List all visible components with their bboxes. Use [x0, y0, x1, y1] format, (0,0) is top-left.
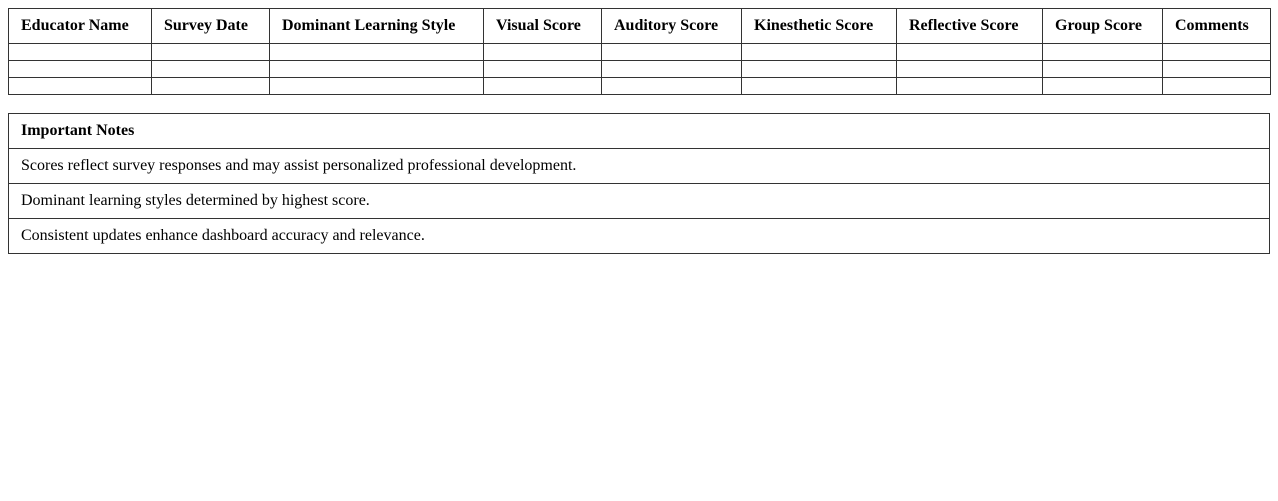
table-cell [483, 77, 602, 95]
table-cell [8, 43, 152, 61]
table-cell [1162, 60, 1271, 78]
table-cell [151, 77, 270, 95]
table-cell [269, 77, 484, 95]
table-cell [269, 60, 484, 78]
table-row [8, 60, 1271, 78]
table-cell [896, 77, 1043, 95]
note-text: Dominant learning styles determined by h… [8, 183, 1270, 219]
table-cell [8, 77, 152, 95]
table-cell [151, 60, 270, 78]
table-cell [1042, 60, 1163, 78]
table-cell [601, 77, 742, 95]
column-header-visual-score: Visual Score [483, 8, 602, 44]
table-cell [896, 60, 1043, 78]
note-text: Consistent updates enhance dashboard acc… [8, 218, 1270, 254]
note-row: Dominant learning styles determined by h… [8, 183, 1270, 219]
header-row: Educator Name Survey Date Dominant Learn… [8, 8, 1271, 44]
table-cell [1042, 43, 1163, 61]
column-header-auditory-score: Auditory Score [601, 8, 742, 44]
table-cell [483, 60, 602, 78]
note-row: Consistent updates enhance dashboard acc… [8, 218, 1270, 254]
table-row [8, 43, 1271, 61]
survey-table: Educator Name Survey Date Dominant Learn… [8, 8, 1271, 95]
table-cell [601, 60, 742, 78]
table-cell [483, 43, 602, 61]
note-text: Scores reflect survey responses and may … [8, 148, 1270, 184]
column-header-comments: Comments [1162, 8, 1271, 44]
note-row: Scores reflect survey responses and may … [8, 148, 1270, 184]
table-cell [741, 43, 897, 61]
column-header-educator-name: Educator Name [8, 8, 152, 44]
table-row [8, 77, 1271, 95]
important-notes-table: Important Notes Scores reflect survey re… [8, 113, 1270, 254]
notes-title: Important Notes [8, 113, 1270, 149]
table-cell [151, 43, 270, 61]
notes-header-row: Important Notes [8, 113, 1270, 149]
table-cell [1162, 43, 1271, 61]
table-cell [741, 60, 897, 78]
table-cell [741, 77, 897, 95]
column-header-reflective-score: Reflective Score [896, 8, 1043, 44]
table-cell [1042, 77, 1163, 95]
column-header-kinesthetic-score: Kinesthetic Score [741, 8, 897, 44]
table-cell [269, 43, 484, 61]
table-cell [1162, 77, 1271, 95]
column-header-group-score: Group Score [1042, 8, 1163, 44]
column-header-dominant-learning-style: Dominant Learning Style [269, 8, 484, 44]
column-header-survey-date: Survey Date [151, 8, 270, 44]
table-cell [601, 43, 742, 61]
table-cell [896, 43, 1043, 61]
table-cell [8, 60, 152, 78]
